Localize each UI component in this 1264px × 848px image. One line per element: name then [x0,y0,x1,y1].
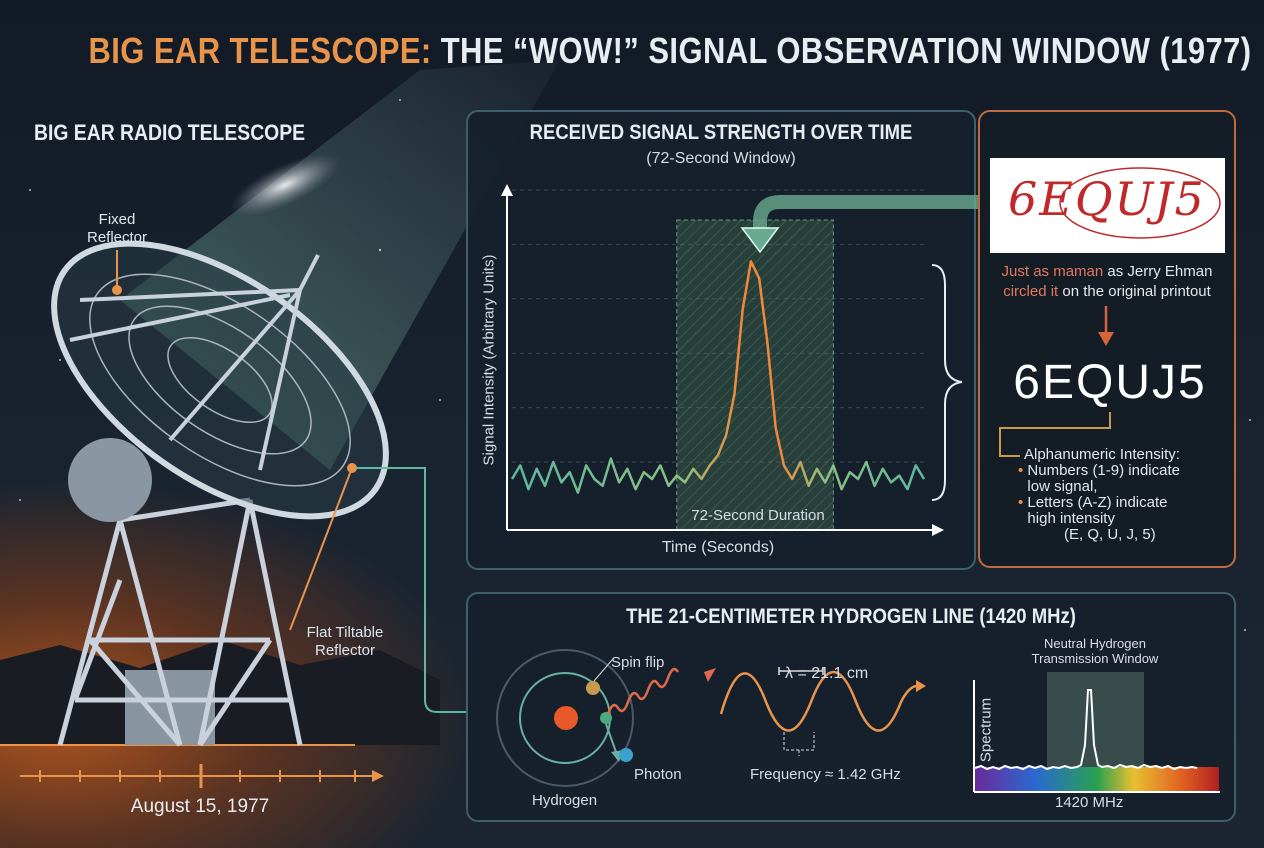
y-axis-label: Signal Intensity (Arbitrary Units) [480,254,498,466]
electron-upper [586,681,600,695]
down-arrow-icon [1098,306,1114,346]
window-duration-label: 72-Second Duration [691,507,825,524]
galaxy [229,153,341,217]
letters-list: (E, Q, U, J, 5) [1064,526,1156,543]
electron-lower [600,712,612,724]
connectors [740,195,980,501]
intensity-title: Alphanumeric Intensity: [1024,446,1180,463]
hydrogen-title: THE 21-CENTIMETER HYDROGEN LINE (1420 MH… [626,605,1076,628]
spectrum-frequency-label: 1420 MHz [1055,794,1124,811]
spectrum-axis-label: Spectrum [977,697,995,763]
chart-title: RECEIVED SIGNAL STRENGTH OVER TIME [529,121,913,144]
outer-orbit [496,649,634,787]
signal-line [510,260,926,494]
observation-date: August 15, 1977 [130,796,270,817]
caption-highlight: circled it [1003,283,1059,300]
x-axis-label: Time (Seconds) [661,539,775,556]
telescope-heading: BIG EAR RADIO TELESCOPE [34,120,306,145]
bullet-letters: Letters (A-Z) indicate high intensity [1027,494,1168,527]
x-axis-arrow [932,524,944,536]
bullet-numbers: Numbers (1-9) indicate low signal, [1027,462,1180,495]
caption-text: as Jerry Ehman [1103,263,1213,280]
window-label: Neutral Hydrogen Transmission Window [1031,636,1159,666]
printout-image: 6EQUJ5 [990,158,1225,253]
chart-subtitle: (72-Second Window) [646,150,796,167]
signal-code: 6EQUJ5 [1013,356,1207,409]
title-highlight: BIG EAR TELESCOPE: [88,30,432,71]
photon [619,748,633,762]
printout-caption: Just as maman as Jerry Ehman circled it … [982,262,1232,302]
y-axis-arrow [501,184,513,196]
handwritten-code: 6EQUJ5 [1008,172,1206,226]
timeline [20,764,384,788]
photon-wave-icon [606,667,680,715]
wavelength-label: λ = 21.1 cm [785,665,869,682]
flat-reflector-label: Flat Tiltable Reflector [306,624,384,659]
title-rest: THE “WOW!” SIGNAL OBSERVATION WINDOW (19… [431,30,1252,71]
wave [719,670,917,732]
hydrogen-diagram [496,649,1220,793]
caption-text: on the original printout [1058,283,1211,300]
signal-chart [501,184,944,536]
photon-label: Photon [634,766,682,783]
caption-highlight: Just as maman [1001,263,1104,280]
rainbow-spectrum [975,767,1219,791]
hydrogen-label: Hydrogen [532,792,598,809]
page-title: BIG EAR TELESCOPE: THE “WOW!” SIGNAL OBS… [88,30,1251,72]
spin-flip-label: Spin flip [611,654,665,671]
frequency-label: Frequency ≈ 1.42 GHz [750,766,901,783]
fixed-reflector-label: Fixed Reflector [86,211,148,246]
intensity-legend: Alphanumeric Intensity: • Numbers (1-9) … [1018,446,1198,543]
spectrum-line [974,689,1198,771]
nucleus [554,706,578,730]
bracket-connector [999,412,1111,457]
telescope-illustration [51,240,389,747]
